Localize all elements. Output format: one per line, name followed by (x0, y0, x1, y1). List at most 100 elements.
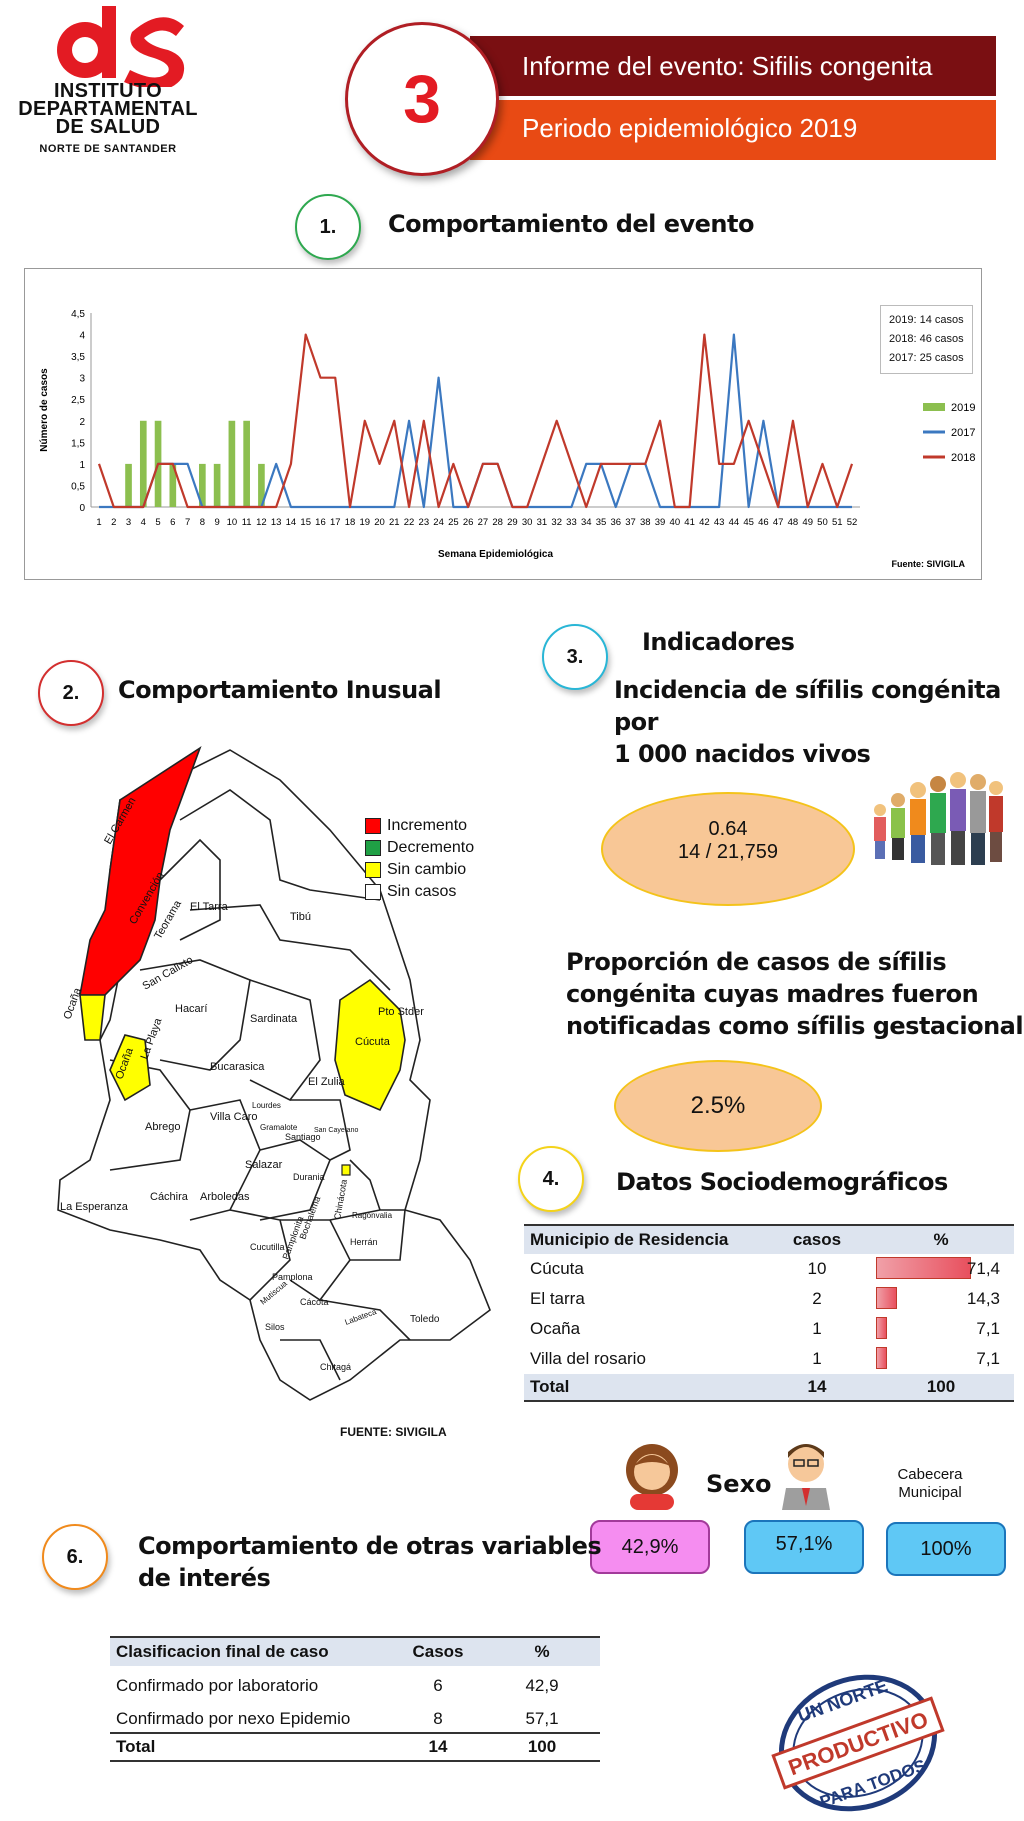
map-label: Cucutilla (250, 1242, 285, 1252)
section-1-badge: 1. (295, 194, 361, 260)
x-tick-label: 35 (596, 517, 607, 528)
logo-line-2: DEPARTAMENTAL (18, 98, 198, 120)
report-number-badge: 3 (345, 22, 499, 176)
x-tick-label: 6 (170, 517, 175, 528)
legend-swatch-increase (365, 818, 381, 834)
y-tick-label: 1,5 (71, 438, 85, 449)
legend-item: Incremento (365, 815, 474, 837)
pct-data-bar (876, 1287, 897, 1309)
municipio-cell: Villa del rosario (530, 1349, 646, 1368)
x-tick-label: 10 (227, 517, 238, 528)
casos-cell: 1 (812, 1349, 822, 1368)
bar-2019 (258, 463, 265, 507)
legend-swatch-nocases (365, 884, 381, 900)
class-label: Confirmado por nexo Epidemio (116, 1709, 351, 1728)
institute-logo-text: INSTITUTO DEPARTAMENTAL DE SALUD NORTE D… (8, 81, 208, 158)
y-axis-title: Número de casos (39, 368, 50, 452)
section-6-badge: 6. (42, 1524, 108, 1590)
bar-2019 (139, 420, 147, 507)
x-tick-label: 39 (655, 517, 666, 528)
productivo-stamp: UN NORTE PRODUCTIVO PARA TODOS (771, 1674, 945, 1812)
chart-summary-box: 2019: 14 casos 2018: 46 casos 2017: 25 c… (880, 305, 973, 374)
weekly-cases-chart: 0 0,5 1 1,5 2 2,5 3 3,5 4 4,5 1 2 3 4 5 6 7 8 9 10 11 12 13 14 1… (24, 268, 982, 580)
section-1-title: Comportamiento del evento (388, 210, 754, 238)
x-tick-label: 37 (625, 517, 636, 528)
x-tick-label: 41 (684, 517, 695, 528)
total-label: Total (110, 1732, 392, 1762)
casos-cell: 1 (812, 1319, 822, 1338)
x-tick-label: 45 (743, 517, 754, 528)
proportion-ellipse: 2.5% (614, 1060, 822, 1152)
table-row: Confirmado por laboratorio 6 42,9 (110, 1666, 600, 1699)
table-row: Confirmado por nexo Epidemio 8 57,1 (110, 1699, 600, 1733)
x-tick-label: 51 (832, 517, 843, 528)
map-label: Herrán (350, 1237, 378, 1247)
summary-2017: 2017: 25 casos (889, 352, 964, 364)
proportion-value: 2.5% (690, 1092, 746, 1119)
x-tick-label: 17 (330, 517, 341, 528)
pct-value: 7,1 (976, 1319, 1000, 1338)
map-label: Hacarí (175, 1003, 207, 1015)
total-casos: 14 (392, 1732, 484, 1762)
x-tick-label: 40 (670, 517, 681, 528)
x-tick-label: 44 (729, 517, 740, 528)
y-tick-label: 4 (79, 331, 85, 342)
pct-value: 7,1 (976, 1349, 1000, 1368)
x-tick-label: 29 (507, 517, 518, 528)
total-casos: 14 (766, 1374, 868, 1402)
bar-2019 (243, 420, 250, 507)
chart-canvas: 00,511,522,533,544,51 2 3 4 5 6 7 8 9 10 11 12 13 14 1… (39, 309, 975, 569)
table-header: Municipio de Residencia (524, 1224, 766, 1254)
map-label: Tibú (290, 911, 311, 923)
section-4-title: Datos Sociodemográficos (616, 1168, 948, 1196)
pct-value: 71,4 (966, 1259, 1000, 1278)
x-tick-label: 23 (419, 517, 430, 528)
x-tick-label: 15 (300, 517, 311, 528)
map-label: Pto Stder (378, 1006, 424, 1018)
x-tick-label: 24 (433, 517, 444, 528)
legend-swatch-decrease (365, 840, 381, 856)
table-header-row: Clasificacion final de caso Casos % (110, 1636, 600, 1666)
class-label: Confirmado por laboratorio (116, 1676, 319, 1695)
bar-2019 (213, 463, 221, 507)
x-tick-label: 48 (788, 517, 799, 528)
incidence-title: Incidencia de sífilis congénita por 1 00… (614, 674, 1024, 770)
class-pct: 57,1 (525, 1709, 559, 1728)
y-tick-label: 3 (79, 374, 85, 385)
x-tick-label: 42 (699, 517, 710, 528)
x-tick-label: 46 (758, 517, 769, 528)
x-axis-title: Semana Epidemiológica (438, 549, 553, 560)
map-label: Cáchira (150, 1191, 189, 1203)
section-4-badge: 4. (518, 1146, 584, 1212)
pct-value: 14,3 (966, 1289, 1000, 1308)
section-6-title: Comportamiento de otras variables de int… (138, 1530, 602, 1594)
y-tick-label: 3,5 (71, 352, 85, 363)
map-label: Sardinata (250, 1013, 298, 1025)
class-casos: 8 (433, 1709, 443, 1728)
pct-data-bar (876, 1347, 888, 1369)
legend-label-2019: 2019 (951, 402, 975, 414)
line-series-2017 (99, 333, 852, 509)
pct-cell: 7,1 (868, 1314, 1014, 1344)
socio-table: Municipio de Residencia casos % Cúcuta 10… (524, 1224, 1014, 1402)
map-label: Abrego (145, 1121, 180, 1133)
pct-cell: 71,4 (868, 1254, 1014, 1284)
table-row: Cúcuta 10 71,4 (524, 1254, 1014, 1284)
legend-label-2017: 2017 (951, 427, 975, 439)
report-period-banner: Periodo epidemiológico 2019 (470, 100, 996, 160)
table-total-row: Total 14 100 (110, 1732, 600, 1762)
table-header: Clasificacion final de caso (110, 1636, 392, 1666)
map-label: Gramalote (260, 1123, 298, 1132)
class-pct: 42,9 (525, 1676, 559, 1695)
table-total-row: Total 14 100 (524, 1374, 1014, 1402)
woman-icon (626, 1444, 678, 1510)
section-2-badge: 2. (38, 660, 104, 726)
map-label: El Zulia (308, 1076, 346, 1088)
incidence-value: 0.64 (708, 818, 748, 840)
x-tick-label: 31 (537, 517, 548, 528)
map-outline (57, 749, 491, 1401)
x-tick-label: 2 (111, 517, 116, 528)
map-label: Santiago (285, 1132, 321, 1142)
x-tick-label: 20 (374, 517, 385, 528)
x-tick-label: 25 (448, 517, 459, 528)
